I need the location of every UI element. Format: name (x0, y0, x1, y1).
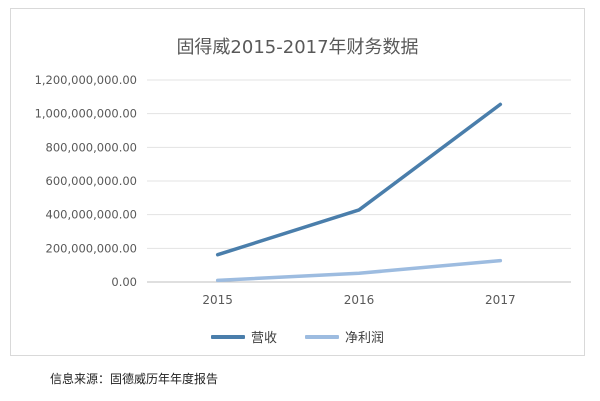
legend-swatch-net-profit (305, 334, 339, 339)
legend-item-net-profit: 净利润 (305, 327, 384, 346)
x-axis-ticks: 2015 2016 2017 (202, 293, 515, 307)
legend: 营收 净利润 (11, 327, 584, 346)
y-tick-label: 1,200,000,000.00 (35, 73, 137, 87)
series-line-0 (215, 102, 503, 257)
y-tick-label: 400,000,000.00 (46, 208, 137, 222)
x-tick-label: 2015 (202, 293, 233, 307)
y-tick-label: 600,000,000.00 (46, 174, 137, 188)
x-tick-label: 2017 (485, 293, 516, 307)
y-tick-label: 1,000,000,000.00 (35, 107, 137, 121)
y-tick-label: 0.00 (111, 275, 137, 289)
legend-swatch-revenue (210, 334, 245, 339)
legend-label-net-profit: 净利润 (345, 331, 385, 346)
chart-title: 固得威2015-2017年财务数据 (176, 37, 419, 58)
y-tick-label: 800,000,000.00 (46, 140, 137, 154)
line-chart: 0.00 200,000,000.00 400,000,000.00 600,000,… (35, 73, 571, 307)
source-note: 信息来源：固德威历年年度报告 (50, 372, 219, 386)
series-lines (215, 102, 503, 283)
legend-item-revenue: 营收 (210, 327, 277, 346)
gridlines (147, 79, 571, 283)
series-line-1 (215, 258, 503, 283)
x-tick-label: 2016 (344, 293, 375, 307)
y-tick-label: 200,000,000.00 (46, 241, 137, 255)
chart-frame: 固得威2015-2017年财务数据 0.00 200,000,000.00 400,… (10, 8, 585, 356)
legend-label-revenue: 营收 (250, 331, 277, 346)
y-axis-ticks: 0.00 200,000,000.00 400,000,000.00 600,000,… (35, 73, 137, 289)
